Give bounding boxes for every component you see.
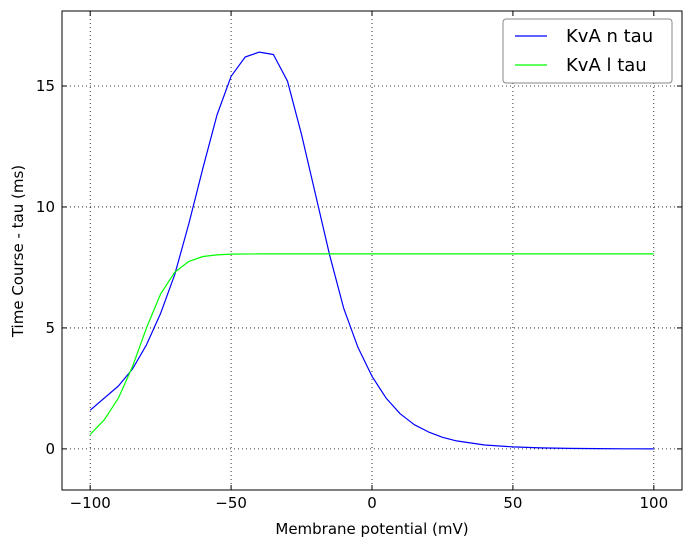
series-line-2: [89, 253, 654, 435]
ticks: −100 −50 0 50 100 0 5 10 15: [36, 11, 682, 512]
x-tick-label: −50: [215, 494, 247, 512]
x-tick-label: 0: [367, 494, 377, 512]
series-layer: [89, 51, 654, 450]
y-axis-label: Time Course - tau (ms): [9, 165, 27, 338]
legend-box: [502, 18, 673, 84]
x-tick-label: −100: [70, 494, 111, 512]
y-tick-label: 0: [45, 440, 55, 458]
x-tick-label: 100: [639, 494, 668, 512]
legend-label-2: KvA l tau: [566, 55, 647, 76]
y-tick-label: 10: [36, 198, 55, 216]
legend: KvA n tau KvA l tau: [502, 18, 673, 84]
legend-label-1: KvA n tau: [566, 26, 653, 47]
y-tick-label: 5: [45, 319, 55, 337]
x-tick-label: 50: [503, 494, 522, 512]
x-axis-label: Membrane potential (mV): [275, 520, 468, 538]
series-line-1: [89, 51, 654, 450]
y-tick-label: 15: [36, 77, 55, 95]
